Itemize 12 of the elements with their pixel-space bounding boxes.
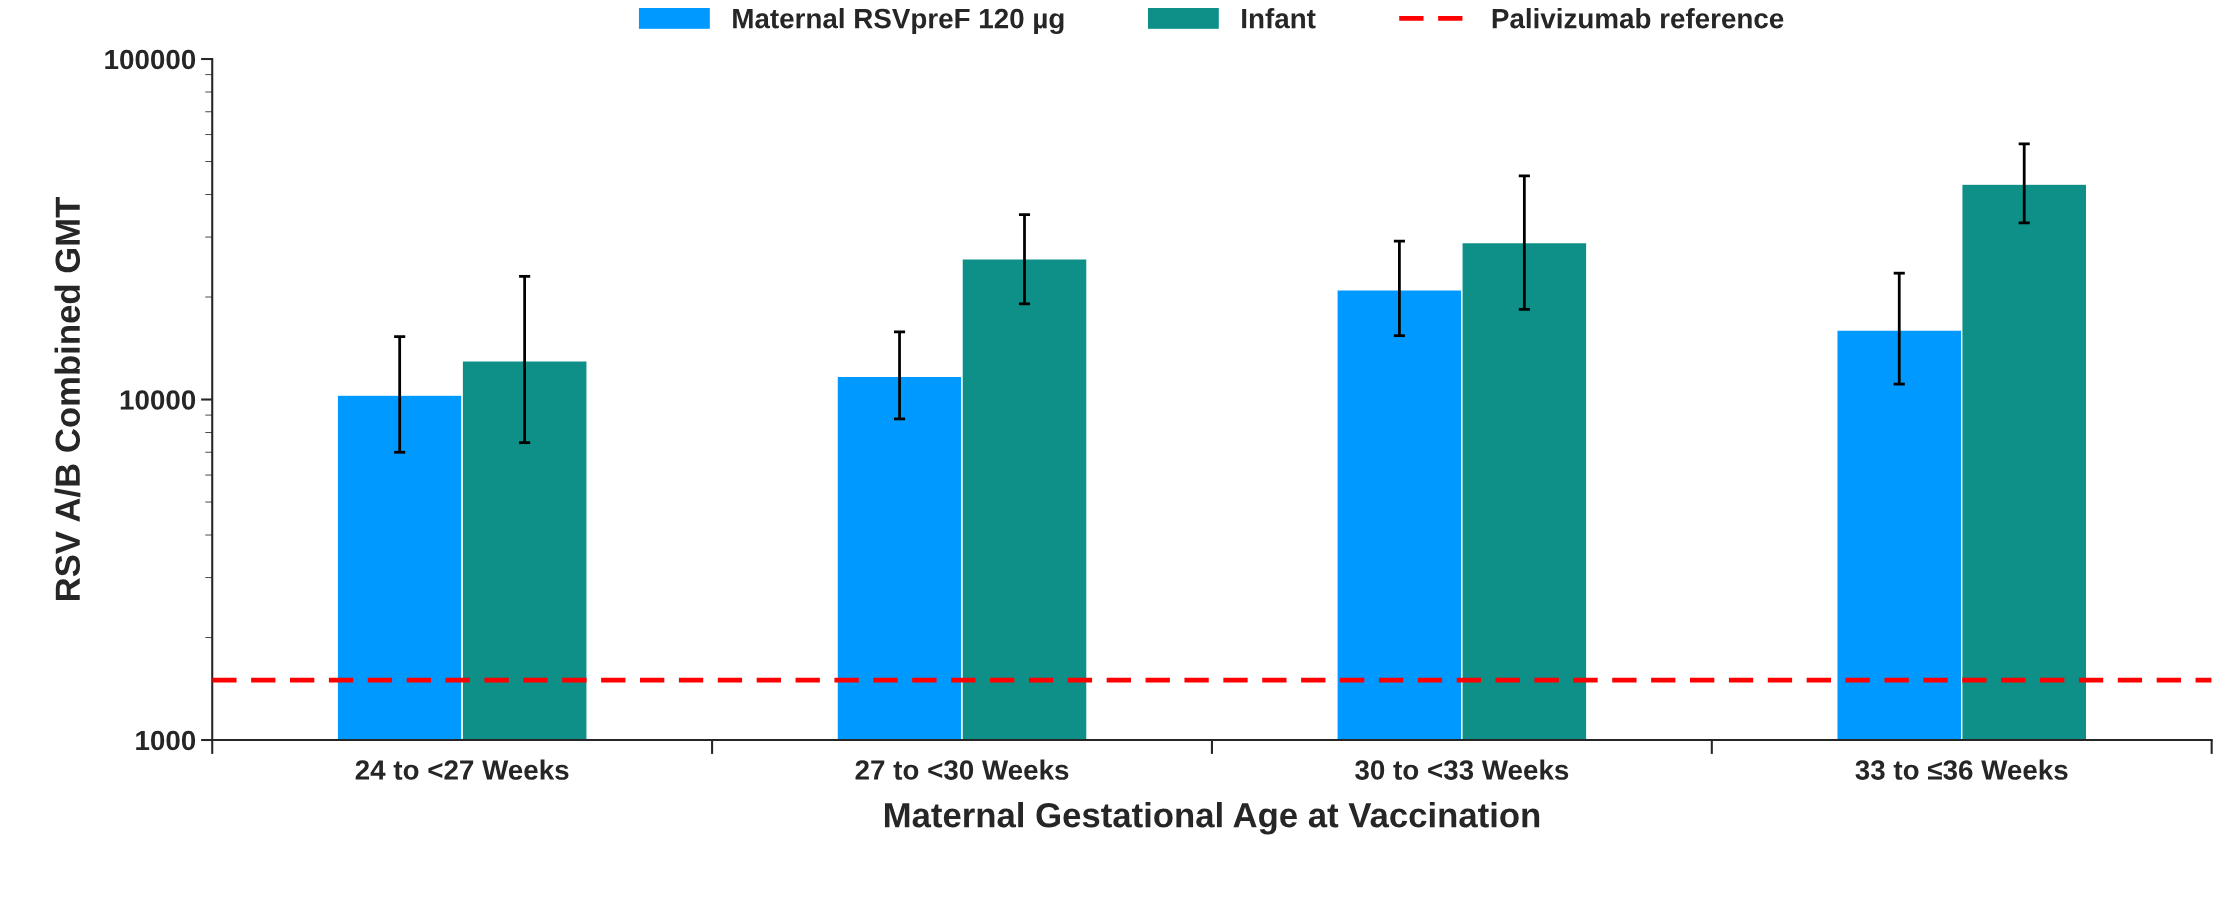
legend-label: Maternal RSVpreF 120 µg — [733, 8, 1064, 35]
legend-label: Infant — [1242, 8, 1316, 29]
y-axis-title: RSV A/B Combined GMT — [54, 197, 81, 601]
y-tick-label: 100000 — [105, 49, 196, 70]
y-tick-label: 10000 — [120, 390, 196, 410]
x-tick-label: 33 to ≤36 Weeks — [1855, 759, 2068, 780]
x-tick-label: 30 to <33 Weeks — [1355, 759, 1569, 780]
x-tick-label: 27 to <30 Weeks — [855, 759, 1069, 780]
legend-label: Palivizumab reference — [1492, 8, 1784, 29]
x-tick-label: 24 to <27 Weeks — [355, 759, 569, 780]
y-tick-label: 1000 — [136, 730, 196, 751]
x-axis-title: Maternal Gestational Age at Vaccination — [884, 802, 1540, 835]
